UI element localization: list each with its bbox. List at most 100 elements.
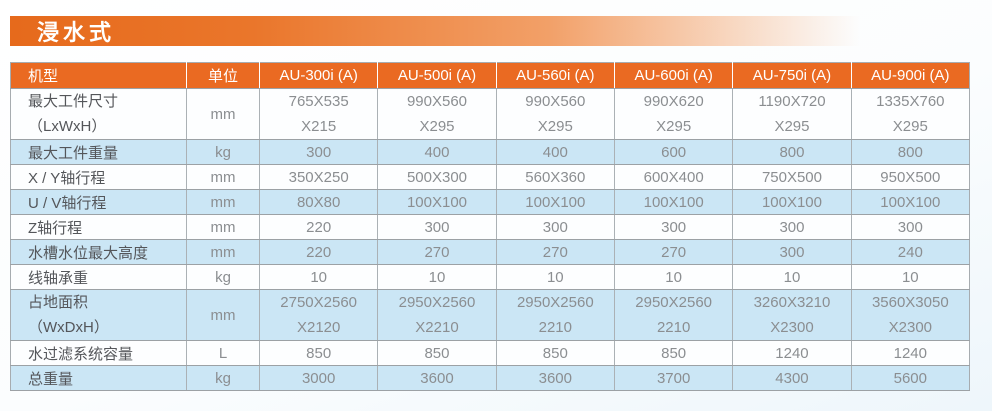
value-cell-2: 400	[495, 139, 615, 165]
value-cell-5: 950X500	[850, 164, 970, 190]
row-label: 最大工件重量	[10, 139, 187, 165]
value-cell-5: 1335X760 X295	[850, 88, 970, 140]
row-unit: mm	[186, 239, 260, 265]
value-cell-1: 3600	[377, 365, 497, 391]
value-cell-4: 1240	[732, 340, 852, 366]
row-unit: mm	[186, 289, 260, 341]
value-cell-1: 300	[377, 214, 497, 240]
value-cell-0: 220	[258, 214, 378, 240]
value-cell-3: 850	[613, 340, 733, 366]
value-cell-1: 10	[377, 264, 497, 290]
row-unit: kg	[186, 365, 260, 391]
value-cell-4: 10	[732, 264, 852, 290]
header-model-1: AU-500i (A)	[377, 62, 497, 89]
value-cell-2: 3600	[495, 365, 615, 391]
value-cell-4: 750X500	[732, 164, 852, 190]
value-cell-3: 100X100	[613, 189, 733, 215]
value-cell-4: 800	[732, 139, 852, 165]
table-row: 线轴承重 kg 10 10 10 10 10 10	[10, 264, 970, 290]
value-cell-1: 2950X2560 X2210	[377, 289, 497, 341]
value-cell-2: 850	[495, 340, 615, 366]
value-cell-5: 3560X3050 X2300	[850, 289, 970, 341]
row-unit: L	[186, 340, 260, 366]
section-title: 浸水式	[37, 20, 116, 45]
value-cell-5: 10	[850, 264, 970, 290]
value-cell-5: 240	[850, 239, 970, 265]
header-unit-col: 单位	[186, 62, 260, 89]
row-label: 占地面积 （WxDxH）	[10, 289, 187, 341]
value-cell-2: 2950X2560 2210	[495, 289, 615, 341]
row-label: 最大工件尺寸 （LxWxH）	[10, 88, 187, 140]
value-cell-0: 765X535 X215	[258, 88, 378, 140]
row-label: 总重量	[10, 365, 187, 391]
value-cell-0: 220	[258, 239, 378, 265]
table-row: 占地面积 （WxDxH） mm 2750X2560 X2120 2950X2560 X221…	[10, 289, 970, 341]
table-row: 最大工件尺寸 （LxWxH） mm 765X535 X215 990X560 X295 990…	[10, 88, 970, 140]
header-model-4: AU-750i (A)	[732, 62, 852, 89]
value-cell-1: 990X560 X295	[377, 88, 497, 140]
value-cell-1: 400	[377, 139, 497, 165]
value-cell-2: 270	[495, 239, 615, 265]
value-cell-2: 100X100	[495, 189, 615, 215]
row-unit: kg	[186, 139, 260, 165]
value-cell-0: 350X250	[258, 164, 378, 190]
value-cell-0: 2750X2560 X2120	[258, 289, 378, 341]
value-cell-1: 850	[377, 340, 497, 366]
value-cell-2: 300	[495, 214, 615, 240]
value-cell-4: 300	[732, 214, 852, 240]
value-cell-0: 300	[258, 139, 378, 165]
table-row: 水槽水位最大高度 mm 220 270 270 270 300 240	[10, 239, 970, 265]
table-row: 水过滤系统容量 L 850 850 850 850 1240 1240	[10, 340, 970, 366]
value-cell-0: 3000	[258, 365, 378, 391]
value-cell-5: 5600	[850, 365, 970, 391]
value-cell-5: 300	[850, 214, 970, 240]
value-cell-5: 800	[850, 139, 970, 165]
spec-table: 机型 单位 AU-300i (A) AU-500i (A) AU-560i (A) AU-…	[10, 62, 970, 391]
value-cell-3: 990X620 X295	[613, 88, 733, 140]
table-row: 总重量 kg 3000 3600 3600 3700 4300 5600	[10, 365, 970, 391]
value-cell-0: 80X80	[258, 189, 378, 215]
table-row: X / Y轴行程 mm 350X250 500X300 560X360 600X400 75…	[10, 164, 970, 190]
row-unit: kg	[186, 264, 260, 290]
row-unit: mm	[186, 214, 260, 240]
row-label: 水槽水位最大高度	[10, 239, 187, 265]
value-cell-3: 2950X2560 2210	[613, 289, 733, 341]
table-row: 最大工件重量 kg 300 400 400 600 800 800	[10, 139, 970, 165]
value-cell-4: 300	[732, 239, 852, 265]
value-cell-0: 10	[258, 264, 378, 290]
value-cell-4: 4300	[732, 365, 852, 391]
row-unit: mm	[186, 164, 260, 190]
value-cell-1: 270	[377, 239, 497, 265]
value-cell-5: 1240	[850, 340, 970, 366]
section-banner: 浸水式	[10, 16, 878, 46]
value-cell-1: 500X300	[377, 164, 497, 190]
header-model-0: AU-300i (A)	[258, 62, 378, 89]
value-cell-5: 100X100	[850, 189, 970, 215]
row-label: 线轴承重	[10, 264, 187, 290]
value-cell-3: 270	[613, 239, 733, 265]
spec-table-body: 最大工件尺寸 （LxWxH） mm 765X535 X215 990X560 X295 990…	[10, 88, 970, 391]
row-label: U / V轴行程	[10, 189, 187, 215]
header-model-col: 机型	[10, 62, 187, 89]
value-cell-2: 10	[495, 264, 615, 290]
header-model-3: AU-600i (A)	[613, 62, 733, 89]
spec-table-header: 机型 单位 AU-300i (A) AU-500i (A) AU-560i (A) AU-…	[10, 62, 970, 89]
value-cell-3: 600X400	[613, 164, 733, 190]
value-cell-2: 990X560 X295	[495, 88, 615, 140]
row-label: Z轴行程	[10, 214, 187, 240]
table-row: Z轴行程 mm 220 300 300 300 300 300	[10, 214, 970, 240]
row-unit: mm	[186, 88, 260, 140]
value-cell-4: 3260X3210 X2300	[732, 289, 852, 341]
value-cell-2: 560X360	[495, 164, 615, 190]
row-unit: mm	[186, 189, 260, 215]
value-cell-3: 10	[613, 264, 733, 290]
value-cell-1: 100X100	[377, 189, 497, 215]
row-label: X / Y轴行程	[10, 164, 187, 190]
value-cell-3: 3700	[613, 365, 733, 391]
value-cell-3: 300	[613, 214, 733, 240]
row-label: 水过滤系统容量	[10, 340, 187, 366]
value-cell-3: 600	[613, 139, 733, 165]
table-row: U / V轴行程 mm 80X80 100X100 100X100 100X100 100X…	[10, 189, 970, 215]
value-cell-4: 1190X720 X295	[732, 88, 852, 140]
value-cell-4: 100X100	[732, 189, 852, 215]
